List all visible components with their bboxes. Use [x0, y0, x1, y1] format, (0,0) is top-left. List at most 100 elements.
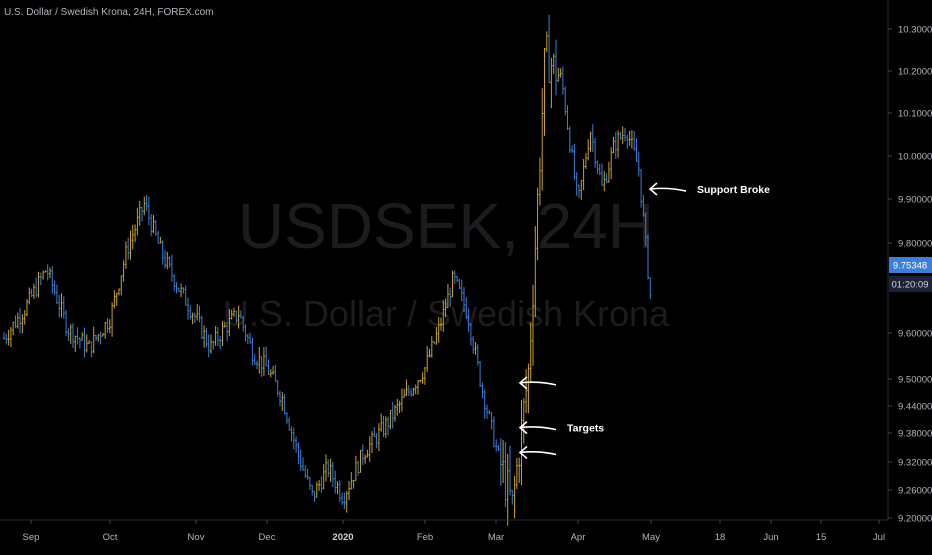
ohlc-bar	[223, 321, 226, 328]
ohlc-bar	[249, 332, 252, 344]
ohlc-bar	[14, 315, 17, 329]
ohlc-bar	[292, 427, 295, 450]
time-axis[interactable]: Sep Oct Nov Dec 2020 Feb Mar Apr May 18 Jun 15 Jul	[23, 520, 886, 543]
ohlc-bar	[51, 266, 54, 294]
ohlc-bar	[476, 344, 479, 366]
ohlc-bar	[97, 334, 100, 342]
ohlc-bar	[16, 312, 19, 329]
ohlc-bar	[318, 479, 321, 491]
price-axis-tick-label: 9.50000	[898, 375, 932, 386]
ohlc-bar	[161, 240, 164, 265]
ohlc-bar	[279, 390, 281, 407]
ohlc-bar	[256, 360, 258, 370]
ohlc-bar	[433, 341, 436, 345]
ohlc-bar	[44, 270, 47, 273]
ohlc-bar	[187, 297, 189, 320]
ohlc-bar	[111, 302, 114, 337]
ohlc-bar	[228, 308, 231, 337]
ohlc-bar	[444, 298, 447, 318]
ohlc-bar	[582, 158, 585, 191]
ohlc-bar	[46, 264, 49, 281]
ohlc-bar	[384, 416, 387, 438]
ohlc-bar	[467, 308, 470, 332]
ohlc-bar	[134, 224, 137, 243]
ohlc-bar	[235, 310, 238, 324]
ohlc-bar	[644, 212, 647, 247]
ohlc-bar	[584, 152, 587, 169]
ohlc-bar	[196, 304, 199, 321]
annotations: Support Broke Targets	[518, 182, 770, 460]
ohlc-bar	[534, 226, 537, 318]
ohlc-bar	[435, 326, 438, 345]
ohlc-bar	[81, 332, 84, 341]
ohlc-bar	[587, 139, 590, 161]
ohlc-bar	[345, 490, 348, 513]
ohlc-bar	[136, 207, 139, 236]
ohlc-bar	[400, 388, 403, 412]
ohlc-bar	[437, 317, 440, 343]
ohlc-bar	[308, 476, 311, 490]
ohlc-bar	[306, 468, 309, 480]
ohlc-bar	[543, 47, 546, 136]
ohlc-bar	[189, 305, 192, 320]
ohlc-bar	[175, 282, 178, 294]
ohlc-bar	[520, 399, 523, 486]
ohlc-bar	[101, 332, 104, 337]
ohlc-bar	[483, 389, 486, 419]
ohlc-bar	[633, 130, 636, 152]
ohlc-bar	[465, 297, 468, 319]
ohlc-bar	[141, 206, 143, 222]
ohlc-bar	[120, 275, 123, 296]
ohlc-bar	[495, 439, 498, 452]
ohlc-bar	[488, 409, 491, 415]
ohlc-bar	[557, 67, 560, 82]
ohlc-bar	[203, 325, 206, 348]
time-axis-tick-label: Sep	[23, 532, 40, 543]
ohlc-bar	[428, 348, 431, 358]
ohlc-bar	[265, 346, 268, 367]
ohlc-bar	[518, 457, 521, 484]
ohlc-bar	[205, 327, 208, 348]
ohlc-bar	[352, 479, 355, 489]
time-axis-tick-label: 15	[816, 532, 827, 543]
ohlc-bar	[566, 105, 569, 131]
ohlc-bar	[12, 321, 15, 336]
ohlc-bar	[331, 461, 334, 488]
ohlc-bar	[591, 124, 594, 153]
ohlc-bar	[150, 214, 153, 237]
price-axis[interactable]: 10.30000 10.20000 10.10000 10.00000 9.90000 9…	[888, 25, 932, 525]
ohlc-bar	[108, 319, 111, 334]
ohlc-bar	[490, 411, 493, 430]
target-arrow-icon	[518, 376, 557, 390]
symbol-header[interactable]: U.S. Dollar / Swedish Krona, 24H, FOREX.…	[4, 7, 214, 18]
ohlc-bar	[642, 194, 645, 217]
ohlc-bar	[214, 326, 217, 346]
ohlc-bar	[375, 433, 378, 449]
ohlc-bar	[239, 310, 242, 319]
ohlc-bar	[458, 278, 461, 290]
ohlc-bar	[474, 342, 477, 355]
countdown-badge: 01:20:09	[892, 280, 929, 291]
ohlc-bar	[184, 285, 187, 306]
ohlc-bar	[552, 53, 555, 75]
ohlc-bar	[451, 270, 454, 298]
ohlc-bar	[65, 309, 68, 336]
ohlc-bar	[95, 334, 97, 341]
ohlc-bar	[596, 160, 599, 175]
ohlc-bar	[614, 131, 617, 159]
price-axis-tick-label: 10.10000	[898, 109, 932, 120]
ohlc-bar	[138, 201, 141, 226]
ohlc-bar	[359, 449, 362, 473]
ohlc-bar	[343, 492, 346, 510]
ohlc-bar	[605, 173, 608, 184]
ohlc-bar	[113, 290, 116, 309]
ohlc-bar	[449, 287, 452, 307]
ohlc-bar	[513, 475, 516, 519]
ohlc-bar	[118, 288, 120, 296]
ohlc-bar	[640, 169, 643, 208]
ohlc-bar	[405, 379, 408, 397]
ohlc-bar	[207, 334, 210, 358]
ohlc-bar	[49, 267, 51, 279]
